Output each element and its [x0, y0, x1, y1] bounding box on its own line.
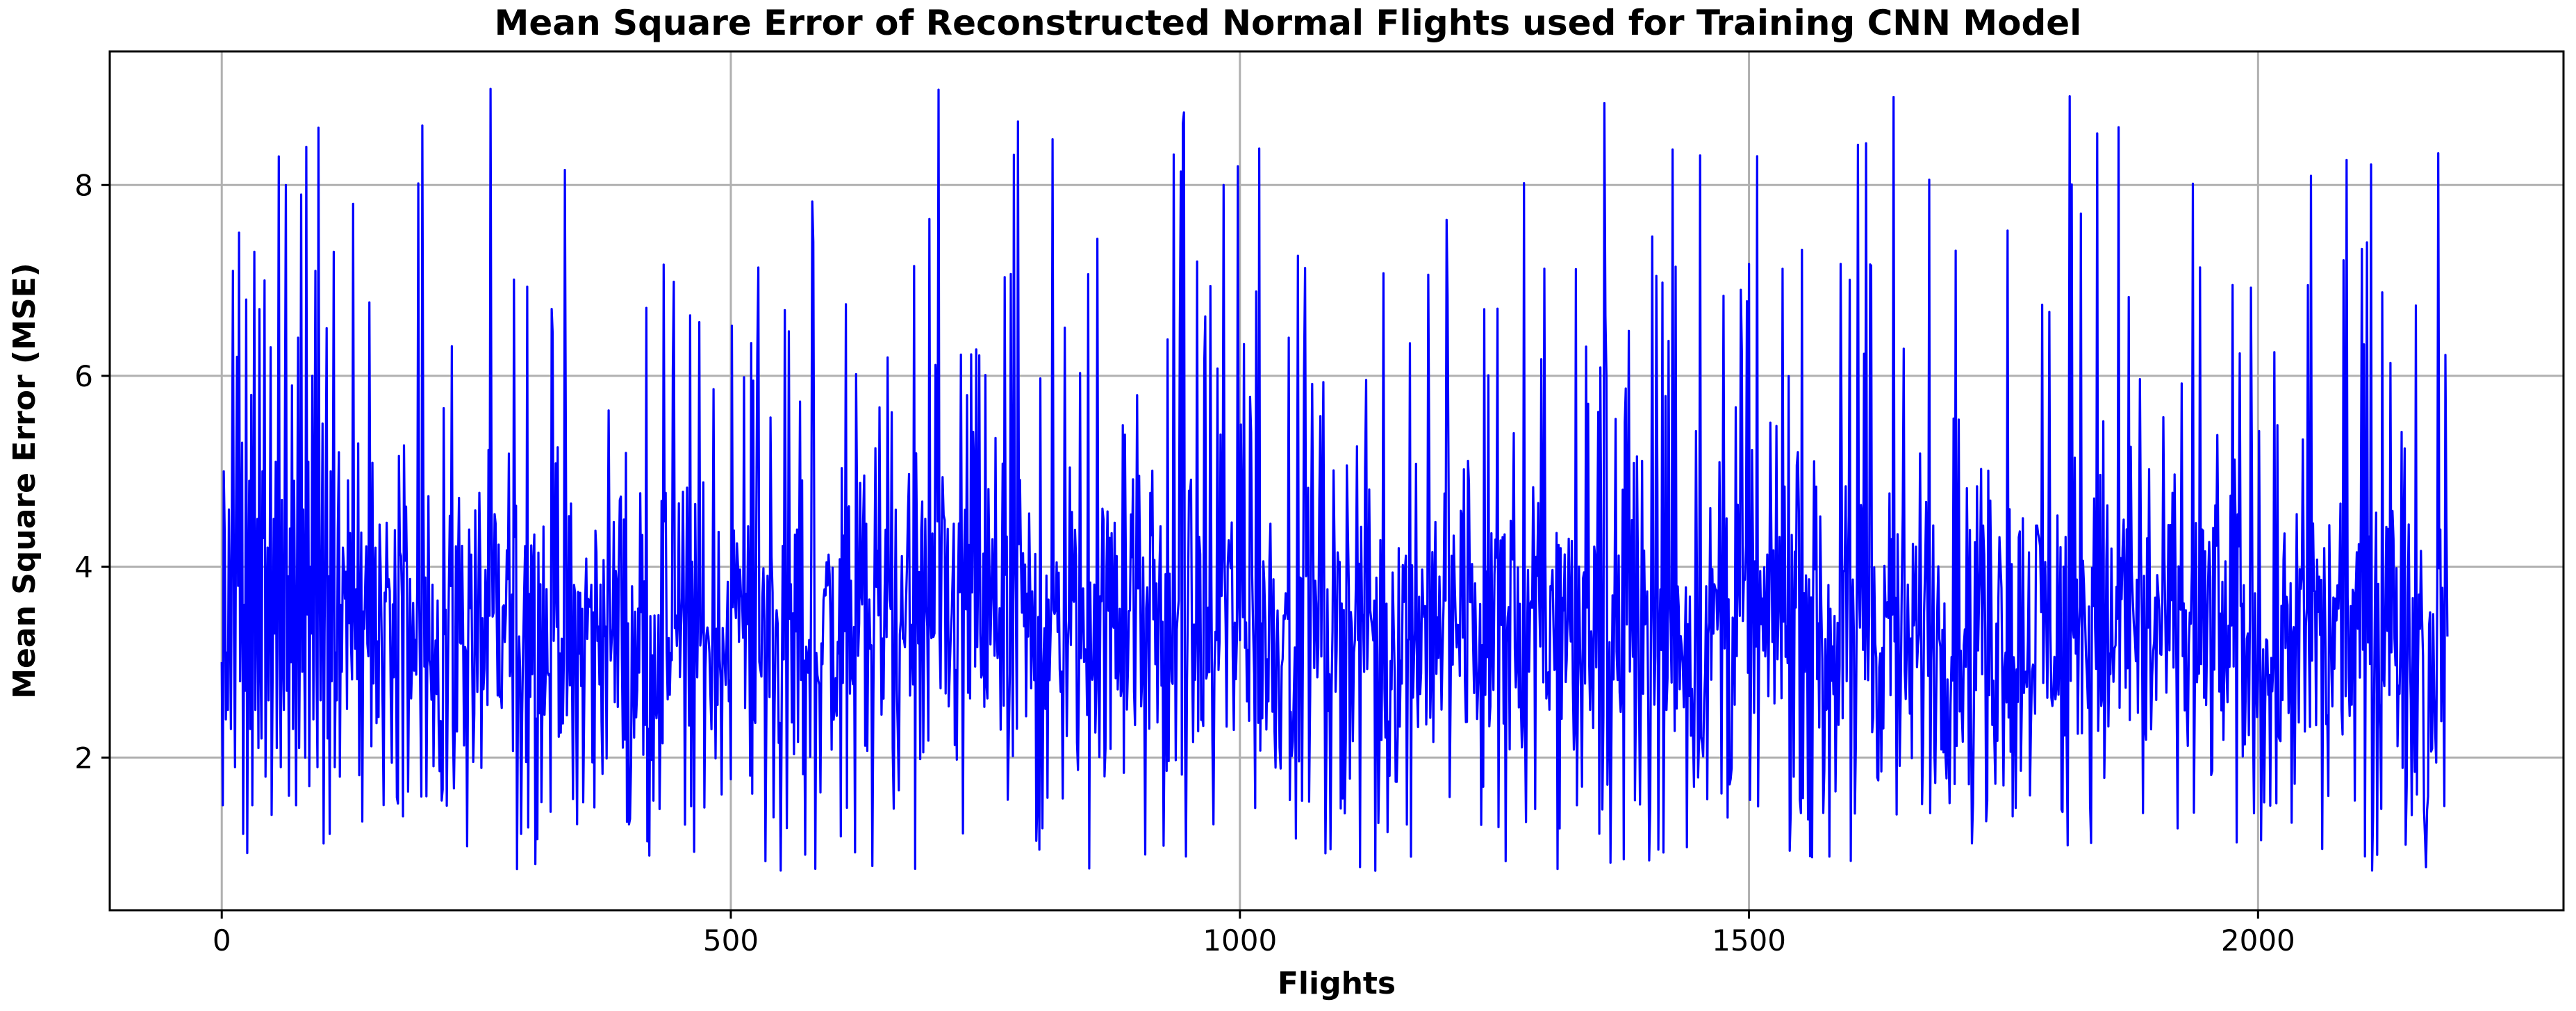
x-tick-label: 1500: [1712, 923, 1786, 957]
series-group: [220, 88, 2449, 872]
chart-title: Mean Square Error of Reconstructed Norma…: [495, 3, 2082, 43]
x-tick-label: 500: [703, 923, 759, 957]
x-tick-label: 1000: [1203, 923, 1277, 957]
plot-area-frame: [108, 50, 2565, 912]
x-axis-ticks: 0 500 1000 1500 2000: [213, 910, 2295, 957]
y-axis-ticks: 2 4 6 8: [74, 168, 110, 775]
y-axis-label: Mean Square Error (MSE): [7, 263, 42, 698]
y-tick-label: 4: [74, 550, 93, 584]
y-tick-label: 2: [74, 741, 93, 775]
x-axis-label: Flights: [1278, 966, 1396, 1001]
y-tick-label: 6: [74, 359, 93, 393]
x-tick-label: 2000: [2221, 923, 2295, 957]
mse-series-line: [220, 88, 2449, 872]
gridlines: [110, 51, 2563, 910]
y-tick-label: 8: [74, 168, 93, 202]
x-tick-label: 0: [213, 923, 231, 957]
